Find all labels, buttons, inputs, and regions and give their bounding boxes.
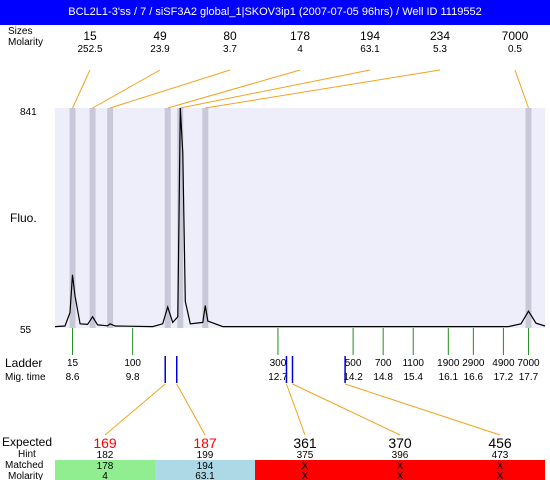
peak-molarity-label: 252.5 (77, 44, 102, 55)
peak-size-label: 178 (290, 29, 310, 43)
ladder-migtime-label: 17.7 (519, 372, 539, 383)
ladder-migtime-label: 9.8 (126, 372, 140, 383)
matched-size-label: 178 (97, 461, 114, 472)
peak-molarity-label: 4 (297, 44, 303, 55)
match-status-cell (255, 460, 355, 480)
bottom-molarity-row-label: Molarity (8, 471, 43, 480)
match-status-cell (55, 460, 155, 480)
peak-band (107, 108, 114, 328)
peak-size-label: 7000 (502, 29, 529, 43)
peak-band (69, 108, 76, 328)
hint-row-label: Hint (18, 449, 36, 460)
peak-size-label: 49 (153, 29, 167, 43)
peak-connector-line (180, 69, 371, 109)
ladder-migtime-label: 8.6 (66, 372, 80, 383)
sizes-row-label: Sizes (8, 26, 32, 37)
molarity-row-label: Molarity (8, 37, 43, 48)
peak-size-label: 194 (360, 29, 380, 43)
expected-connector-line (344, 383, 501, 436)
matched-size-label: X (497, 461, 504, 472)
peak-size-label: 80 (223, 29, 237, 43)
matched-size-label: X (302, 461, 309, 472)
peak-molarity-label: 63.1 (360, 44, 380, 55)
ladder-size-label: 500 (345, 358, 362, 369)
match-status-cell (355, 460, 450, 480)
hint-size-label: 473 (492, 450, 509, 461)
ladder-size-label: 15 (67, 358, 79, 369)
peak-connector-line (514, 69, 529, 109)
hint-size-label: 182 (97, 450, 114, 461)
expected-size-label: 456 (488, 435, 512, 451)
hint-size-label: 199 (197, 450, 214, 461)
ladder-size-label: 1100 (402, 358, 424, 369)
y-axis-label: Fluo. (10, 211, 37, 225)
peak-band (164, 108, 171, 328)
ladder-migtime-label: 16.1 (439, 372, 459, 383)
peak-band (525, 108, 532, 328)
matched-molarity-label: 4 (102, 471, 108, 480)
ladder-size-label: 4900 (492, 358, 515, 369)
peak-molarity-label: 5.3 (433, 44, 447, 55)
ladder-migtime-label: 14.8 (373, 372, 393, 383)
y-tick-label: 55 (20, 325, 32, 336)
matched-molarity-label: X (397, 471, 404, 480)
matched-size-label: X (397, 461, 404, 472)
expected-connector-line (292, 383, 401, 436)
expected-connector-line (176, 383, 206, 436)
ladder-size-label: 7000 (517, 358, 540, 369)
peak-connector-line (205, 69, 441, 109)
expected-size-label: 361 (293, 435, 317, 451)
peak-band (89, 108, 96, 328)
peak-connector-line (92, 69, 161, 109)
match-status-cell (450, 460, 545, 480)
peak-connector-line (167, 69, 301, 109)
hint-size-label: 375 (297, 450, 314, 461)
hint-size-label: 396 (392, 450, 409, 461)
expected-size-label: 187 (193, 435, 217, 451)
matched-molarity-label: X (302, 471, 309, 480)
ladder-migtime-label: 17.2 (494, 372, 514, 383)
peak-band (177, 108, 184, 328)
ladder-migtime-label: 12.7 (268, 372, 288, 383)
migtime-row-label: Mig. time (5, 372, 46, 383)
ladder-size-label: 2900 (462, 358, 485, 369)
ladder-migtime-label: 16.6 (464, 372, 484, 383)
ladder-size-label: 1900 (437, 358, 460, 369)
peak-connector-line (72, 69, 91, 109)
fluorescence-trace (54, 107, 546, 328)
peak-molarity-label: 3.7 (223, 44, 237, 55)
peak-band (202, 108, 209, 328)
match-status-cell (155, 460, 255, 480)
expected-connector-line (104, 383, 166, 436)
ladder-size-label: 100 (124, 358, 141, 369)
peak-molarity-label: 0.5 (508, 44, 522, 55)
expected-size-label: 370 (388, 435, 412, 451)
y-tick-label: 841 (20, 107, 37, 118)
ladder-size-label: 700 (375, 358, 392, 369)
peak-size-label: 15 (83, 29, 97, 43)
ladder-row-label: Ladder (5, 356, 42, 370)
peak-molarity-label: 23.9 (150, 44, 170, 55)
expected-row-label: Expected (2, 435, 52, 449)
peak-size-label: 234 (430, 29, 450, 43)
matched-size-label: 194 (197, 461, 214, 472)
matched-molarity-label: 63.1 (195, 471, 215, 480)
ladder-size-label: 300 (270, 358, 287, 369)
title-bar: BCL2L1-3'ss / 7 / siSF3A2 global_1|SKOV3… (0, 0, 550, 25)
plot-area (55, 108, 545, 328)
expected-size-label: 169 (93, 435, 117, 451)
matched-row-label: Matched (5, 460, 43, 471)
expected-connector-line (286, 383, 306, 436)
ladder-migtime-label: 14.2 (343, 372, 363, 383)
ladder-migtime-label: 15.4 (403, 372, 423, 383)
matched-molarity-label: X (497, 471, 504, 480)
peak-connector-line (109, 69, 231, 109)
chart-title: BCL2L1-3'ss / 7 / siSF3A2 global_1|SKOV3… (68, 6, 482, 18)
